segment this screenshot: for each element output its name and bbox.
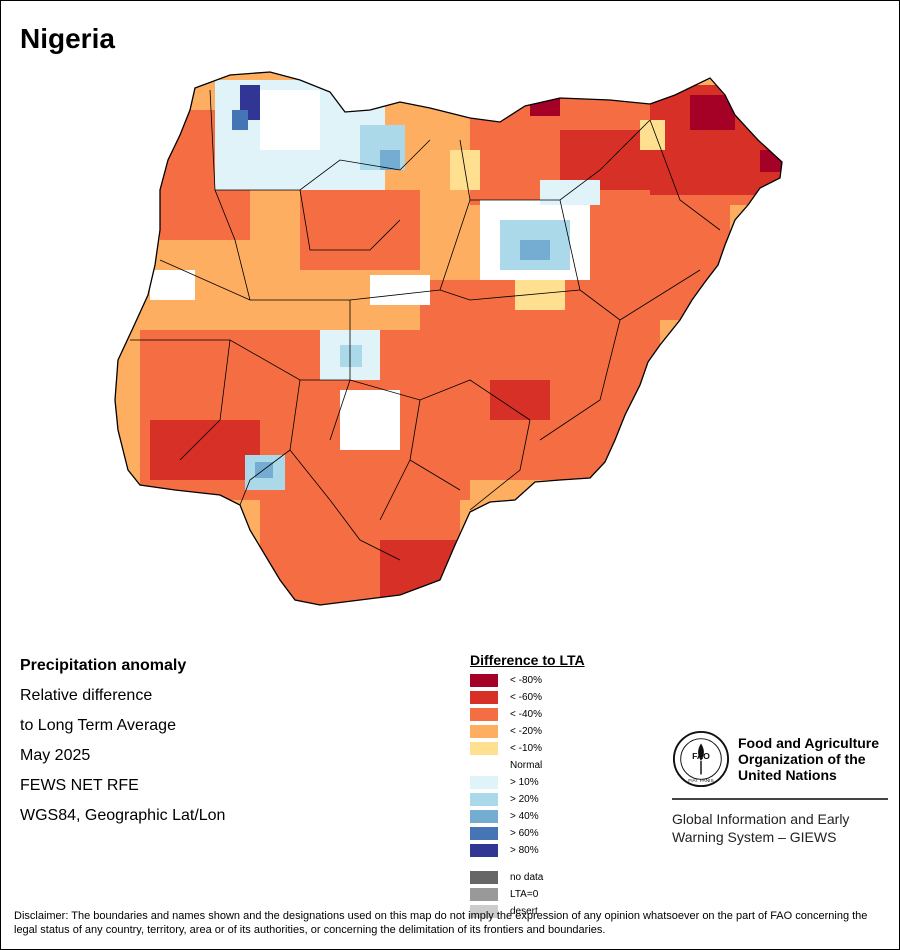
legend-label: < -80% [510,675,542,686]
legend-swatch [470,776,498,789]
fao-logo-icon: FAO FIAT PANIS [672,730,730,788]
legend-label: > 20% [510,794,539,805]
legend-swatch [470,759,498,772]
legend-item: > 80% [470,842,670,859]
legend-item: > 20% [470,791,670,808]
fao-name-line: United Nations [738,767,837,783]
legend-label: > 40% [510,811,539,822]
giews-line: Global Information and Early [672,811,850,827]
anomaly-map: Nigeria [20,23,783,606]
legend-item: < -40% [470,706,670,723]
legend-swatch [470,674,498,687]
legend-label: > 80% [510,845,539,856]
legend-label: Normal [510,760,543,771]
legend-item: desert [470,903,670,920]
info-line: Relative difference [20,687,153,704]
info-line: to Long Term Average [20,717,176,734]
info-line: FEWS NET RFE [20,777,139,794]
legend-label: < -10% [510,743,542,754]
legend-classes: < -80% < -60% < -40% < -20% < -10% Normal > 10… [470,672,670,859]
svg-text:FAO: FAO [692,751,710,761]
legend-item: > 40% [470,808,670,825]
legend-item: LTA=0 [470,886,670,903]
legend-label: < -20% [510,726,542,737]
fao-branding: FAO FIAT PANIS Food and Agriculture Orga… [672,730,888,846]
state-boundaries [130,89,721,561]
giews-line: Warning System – GIEWS [672,829,837,845]
legend-swatch [470,742,498,755]
legend-label: < -40% [510,709,542,720]
legend-special: no data LTA=0 desert [470,869,670,920]
legend-item: no data [470,869,670,886]
legend-swatch [470,691,498,704]
disclaimer: Disclaimer: The boundaries and names sho… [14,910,868,936]
map-title: Nigeria [20,23,115,54]
legend-swatch [470,827,498,840]
legend-swatch [470,725,498,738]
legend-label: < -60% [510,692,542,703]
legend-swatch [470,793,498,806]
info-line: WGS84, Geographic Lat/Lon [20,807,226,824]
map-info: Precipitation anomaly Relative differenc… [20,655,420,835]
legend-item: < -60% [470,689,670,706]
info-line: May 2025 [20,747,91,764]
legend: Difference to LTA < -80% < -60% < -40% < -2… [470,652,670,920]
legend-swatch [470,905,498,918]
legend-item: Normal [470,757,670,774]
legend-swatch [470,871,498,884]
legend-item: < -80% [470,672,670,689]
legend-label: > 60% [510,828,539,839]
legend-swatch [470,888,498,901]
legend-label: desert [510,906,538,917]
fao-name-line: Organization of the [738,751,866,767]
fao-name-line: Food and Agriculture [738,735,880,751]
legend-title: Difference to LTA [470,652,585,668]
info-title: Precipitation anomaly [20,657,187,674]
svg-text:FIAT PANIS: FIAT PANIS [688,778,714,784]
legend-label: no data [510,872,544,883]
divider [672,798,888,800]
fao-name: Food and Agriculture Organization of the… [738,735,879,783]
legend-swatch [470,810,498,823]
legend-item: > 60% [470,825,670,842]
giews-name: Global Information and Early Warning Sys… [672,810,888,846]
legend-item: < -20% [470,723,670,740]
legend-item: > 10% [470,774,670,791]
legend-swatch [470,708,498,721]
legend-swatch [470,844,498,857]
legend-item: < -10% [470,740,670,757]
legend-label: LTA=0 [510,889,539,900]
legend-label: > 10% [510,777,539,788]
